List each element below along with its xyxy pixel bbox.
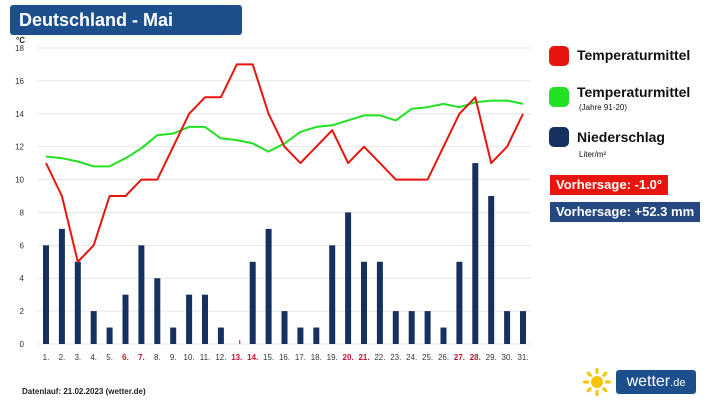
logo-name: wetter xyxy=(626,373,671,390)
y-tick-label: 14 xyxy=(15,110,24,119)
legend-swatch-temperature xyxy=(549,46,569,66)
precipitation-bar xyxy=(345,212,352,344)
x-tick-label: 3. xyxy=(74,353,81,362)
y-unit-label: °C xyxy=(16,36,25,45)
x-tick-label: 6. xyxy=(122,353,129,362)
precipitation-bar xyxy=(74,261,81,344)
legend-swatch-precipitation xyxy=(549,127,569,147)
y-tick-label: 4 xyxy=(20,274,25,283)
y-tick-label: 2 xyxy=(20,307,25,316)
sun-icon xyxy=(583,368,611,396)
precipitation-bar xyxy=(58,228,65,344)
x-tick-label: 15. xyxy=(263,353,274,362)
precipitation-bar xyxy=(170,327,177,344)
precipitation-bar xyxy=(408,311,415,344)
x-tick-label: 17. xyxy=(295,353,306,362)
y-tick-labels: 0 2 4 6 8 10 12 14 16 18 xyxy=(15,44,24,349)
precipitation-bar xyxy=(106,327,113,344)
x-tick-label: 23. xyxy=(390,353,401,362)
y-tick-label: 10 xyxy=(15,176,24,185)
precipitation-bar xyxy=(520,311,526,344)
legend-label-precipitation: Niederschlag xyxy=(577,129,665,145)
x-tick-label: 13. xyxy=(231,353,242,362)
precipitation-bar xyxy=(504,311,511,344)
precipitation-bar xyxy=(313,327,320,344)
legend-sub-precipitation: Liter/m² xyxy=(579,150,607,159)
x-tick-label: 10. xyxy=(184,353,195,362)
x-tick-label: 26. xyxy=(438,353,449,362)
precipitation-bar xyxy=(424,311,431,344)
x-tick-label: 7. xyxy=(138,353,145,362)
x-tick-label: 1. xyxy=(43,353,50,362)
x-tick-label: 30. xyxy=(502,353,513,362)
precipitation-bar xyxy=(217,327,224,344)
precipitation-bar xyxy=(488,196,495,344)
x-tick-label: 22. xyxy=(374,353,385,362)
y-tick-label: 12 xyxy=(15,143,24,152)
x-tick-label: 11. xyxy=(200,353,211,362)
precipitation-bar xyxy=(202,294,208,344)
x-tick-label: 12. xyxy=(215,353,226,362)
precipitation-bar xyxy=(440,327,447,344)
precipitation-bar xyxy=(361,261,367,344)
precipitation-bar xyxy=(90,311,97,344)
forecast-precipitation-badge: Vorhersage: +52.3 mm xyxy=(550,202,701,222)
precipitation-bar xyxy=(376,261,383,344)
x-tick-label: 5. xyxy=(106,353,113,362)
precipitation-bar xyxy=(122,294,129,344)
y-tick-label: 18 xyxy=(15,44,24,53)
temperature-line xyxy=(45,63,524,263)
x-tick-label: 18. xyxy=(311,353,322,362)
precipitation-bar xyxy=(138,245,145,344)
x-tick-label: 16. xyxy=(279,353,290,362)
precipitation-bar xyxy=(154,278,161,344)
precipitation-bar xyxy=(186,294,193,344)
chart-title: Deutschland - Mai xyxy=(10,5,242,35)
legend-swatch-temperature-normal xyxy=(549,87,569,107)
x-tick-label: 25. xyxy=(422,353,433,362)
temperature-normal-line xyxy=(45,99,524,168)
x-tick-label: 9. xyxy=(170,353,177,362)
data-run-footer: Datenlauf: 21.02.2023 (wetter.de) xyxy=(22,387,146,396)
x-tick-label: 14. xyxy=(247,353,258,362)
wetter-de-logo: wetter.de xyxy=(582,367,700,396)
precipitation-bar xyxy=(265,228,272,344)
precipitation-bar xyxy=(392,311,399,344)
logo-wordmark: wetter.de xyxy=(616,370,696,394)
precipitation-bar xyxy=(472,163,479,344)
y-tick-label: 0 xyxy=(20,340,25,349)
y-tick-label: 8 xyxy=(20,208,25,217)
x-tick-labels: 1. 2. 3. 4. 5. 6. 7. 8. 9. 10. 11. 12. 13. 14. 15. 16. 1… xyxy=(43,340,529,362)
precipitation-bars xyxy=(43,163,526,344)
x-tick-label: 27. xyxy=(454,353,465,362)
legend-label-temperature: Temperaturmittel xyxy=(577,47,691,63)
x-tick-label: 4. xyxy=(90,353,97,362)
legend-sub-temperature-normal: (Jahre 91-20) xyxy=(579,103,628,112)
precipitation-bar xyxy=(249,261,256,344)
precipitation-bar xyxy=(43,245,49,344)
x-tick-label: 20. xyxy=(343,353,354,362)
logo-tld: .de xyxy=(670,377,686,389)
x-tick-label: 29. xyxy=(486,353,497,362)
precipitation-bar xyxy=(329,245,336,344)
legend-label-temperature-normal: Temperaturmittel xyxy=(577,84,691,100)
precipitation-bar xyxy=(456,261,463,344)
y-tick-label: 6 xyxy=(20,241,25,250)
precipitation-bar xyxy=(281,311,288,344)
precipitation-bar xyxy=(297,327,304,344)
x-tick-label: 21. xyxy=(358,353,369,362)
x-tick-label: 8. xyxy=(154,353,161,362)
forecast-temperature-badge: Vorhersage: -1.0° xyxy=(550,175,669,195)
temperature-lines xyxy=(45,63,524,263)
x-tick-label: 2. xyxy=(59,353,66,362)
x-tick-label: 24. xyxy=(406,353,417,362)
x-tick-label: 31. xyxy=(517,353,528,362)
y-tick-label: 16 xyxy=(15,77,24,86)
x-tick-label: 19. xyxy=(327,353,338,362)
x-tick-label: 28. xyxy=(470,353,481,362)
